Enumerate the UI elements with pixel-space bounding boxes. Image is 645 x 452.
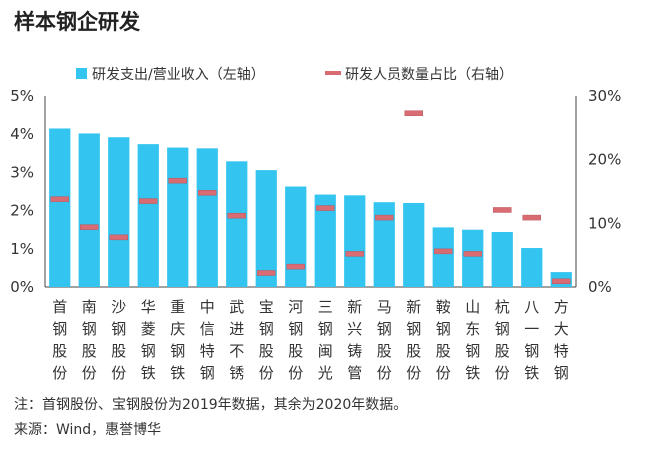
right-tick-label: 10% [588, 214, 621, 232]
marker [463, 251, 482, 257]
bar [196, 148, 218, 287]
bar [226, 161, 248, 287]
bar [49, 128, 71, 287]
marker [257, 270, 276, 276]
bar [462, 229, 484, 287]
category-label: 杭钢股份 [495, 298, 510, 382]
category-label: 山东钢铁 [465, 298, 480, 382]
right-axis-ticks: 0% 10% 20% 30% [588, 87, 621, 296]
bar [373, 202, 395, 287]
marker-series [50, 110, 571, 285]
legend-bar-swatch [76, 68, 87, 79]
category-label: 方大特钢 [554, 298, 569, 382]
bar [167, 147, 189, 287]
category-label: 沙钢股份 [111, 298, 126, 382]
marker [80, 224, 99, 230]
legend: 研发支出/营业收入（左轴） 研发人员数量占比（右轴） [76, 67, 513, 83]
bar [403, 202, 425, 287]
marker [50, 196, 69, 202]
marker [434, 248, 453, 255]
category-label: 首钢股份 [52, 298, 67, 382]
bar [521, 248, 543, 287]
marker [522, 214, 541, 221]
category-label: 新钢股份 [406, 298, 421, 382]
bar [285, 186, 307, 287]
category-label: 三钢闽光 [318, 298, 333, 382]
marker [198, 190, 217, 196]
category-labels: 首钢股份南钢股份沙钢股份华菱钢铁重庆钢铁中信特钢武进不锈宝钢股份河钢股份三钢闽光… [52, 298, 569, 382]
marker [375, 214, 394, 221]
marker [109, 234, 128, 241]
source-note: 来源：Wind，惠誉博华 [14, 422, 162, 438]
bar [137, 144, 159, 287]
bar [78, 133, 100, 287]
left-tick-label: 2% [10, 202, 34, 220]
category-label: 河钢股份 [288, 298, 303, 382]
bar [314, 194, 336, 287]
left-axis-ticks: 0% 1% 2% 3% 4% 5% [10, 87, 34, 296]
marker [286, 263, 305, 270]
legend-marker-label: 研发人员数量占比（右轴） [345, 67, 513, 83]
category-label: 中信特钢 [200, 298, 215, 382]
marker [227, 212, 246, 219]
category-label: 鞍钢股份 [436, 298, 451, 382]
marker [316, 205, 335, 211]
left-tick-label: 4% [10, 125, 34, 143]
right-tick-label: 20% [588, 151, 621, 169]
bar [108, 137, 130, 287]
marker [552, 278, 571, 285]
bar [491, 231, 513, 287]
left-tick-label: 3% [10, 163, 34, 181]
right-tick-label: 30% [588, 87, 621, 105]
category-label: 南钢股份 [82, 298, 97, 382]
chart-title: 样本钢企研发 [14, 10, 140, 34]
bar [255, 170, 277, 287]
category-label: 重庆钢铁 [170, 298, 185, 382]
legend-bar-label: 研发支出/营业收入（左轴） [92, 67, 265, 83]
category-label: 宝钢股份 [259, 298, 274, 382]
category-label: 新兴铸管 [347, 298, 362, 382]
category-label: 武进不锈 [229, 298, 244, 382]
marker [345, 251, 364, 257]
right-tick-label: 0% [588, 278, 612, 296]
footnote: 注：首钢股份、宝钢股份为2019年数据，其余为2020年数据。 [14, 397, 408, 413]
bar [432, 227, 454, 287]
marker [493, 207, 512, 213]
category-label: 八一钢铁 [524, 298, 539, 382]
marker [168, 177, 187, 184]
category-label: 马钢股份 [377, 298, 392, 382]
bar [344, 195, 366, 287]
category-label: 华菱钢铁 [141, 298, 156, 382]
left-tick-label: 1% [10, 240, 34, 258]
left-tick-label: 5% [10, 87, 34, 105]
left-tick-label: 0% [10, 278, 34, 296]
legend-marker-swatch [325, 71, 341, 75]
marker [139, 198, 158, 204]
marker [404, 110, 423, 116]
